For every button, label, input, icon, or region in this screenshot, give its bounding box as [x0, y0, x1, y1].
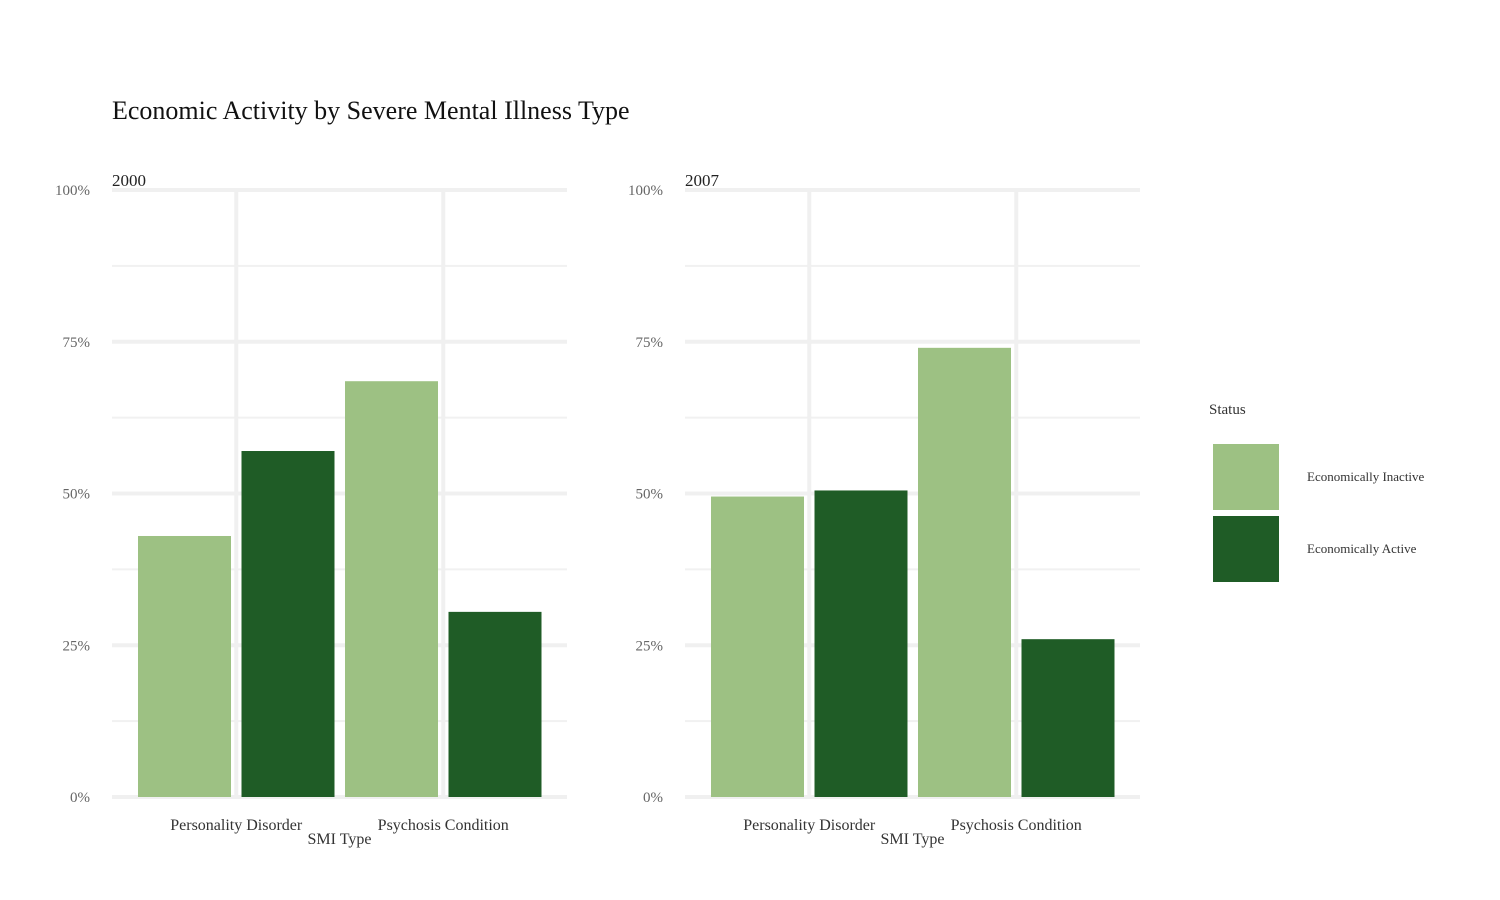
bar-2000-psychosis-condition-economically-active: [448, 611, 542, 797]
bar-2007-psychosis-condition-economically-active: [1021, 639, 1115, 797]
x-category-label: Personality Disorder: [743, 817, 876, 834]
legend-label: Economically Inactive: [1307, 469, 1425, 484]
legend: Status Economically Inactive Economically…: [1209, 402, 1425, 582]
facet-label: 2000: [112, 171, 146, 190]
x-axis-title: SMI Type: [308, 831, 372, 848]
legend-title: Status: [1209, 402, 1246, 418]
legend-swatch: [1213, 516, 1279, 582]
bar-2007-psychosis-condition-economically-inactive: [918, 347, 1011, 797]
y-tick-label: 0%: [70, 790, 90, 806]
y-tick-label: 75%: [63, 335, 91, 351]
y-tick-label: 0%: [643, 790, 663, 806]
y-tick-label: 50%: [63, 487, 91, 503]
x-category-label: Personality Disorder: [170, 817, 303, 834]
bar-2000-psychosis-condition-economically-inactive: [345, 381, 438, 797]
y-tick-label: 50%: [636, 487, 664, 503]
y-tick-label: 25%: [63, 638, 91, 654]
bar-2007-personality-disorder-economically-inactive: [711, 496, 804, 797]
chart-panels: 0% 25% 50% 75% 100% Personality Disorder Psych…: [55, 171, 1140, 848]
y-tick-label: 75%: [636, 335, 664, 351]
bar-2000-personality-disorder-economically-inactive: [138, 535, 231, 797]
legend-swatch: [1213, 444, 1279, 510]
y-tick-label: 100%: [55, 183, 90, 199]
bar-2000-personality-disorder-economically-active: [241, 451, 335, 797]
bar-2007-personality-disorder-economically-active: [814, 490, 908, 797]
x-axis-title: SMI Type: [881, 831, 945, 848]
x-category-label: Psychosis Condition: [378, 817, 509, 834]
facet-label: 2007: [685, 171, 720, 190]
chart-title: Economic Activity by Severe Mental Illne…: [112, 96, 630, 125]
legend-label: Economically Active: [1307, 541, 1417, 556]
y-tick-label: 25%: [636, 638, 664, 654]
panel-2007: 0% 25% 50% 75% 100% Personality Disorder Psych…: [628, 171, 1140, 848]
panel-2000: 0% 25% 50% 75% 100% Personality Disorder Psych…: [55, 171, 567, 848]
x-category-label: Psychosis Condition: [951, 817, 1082, 834]
y-tick-label: 100%: [628, 183, 663, 199]
